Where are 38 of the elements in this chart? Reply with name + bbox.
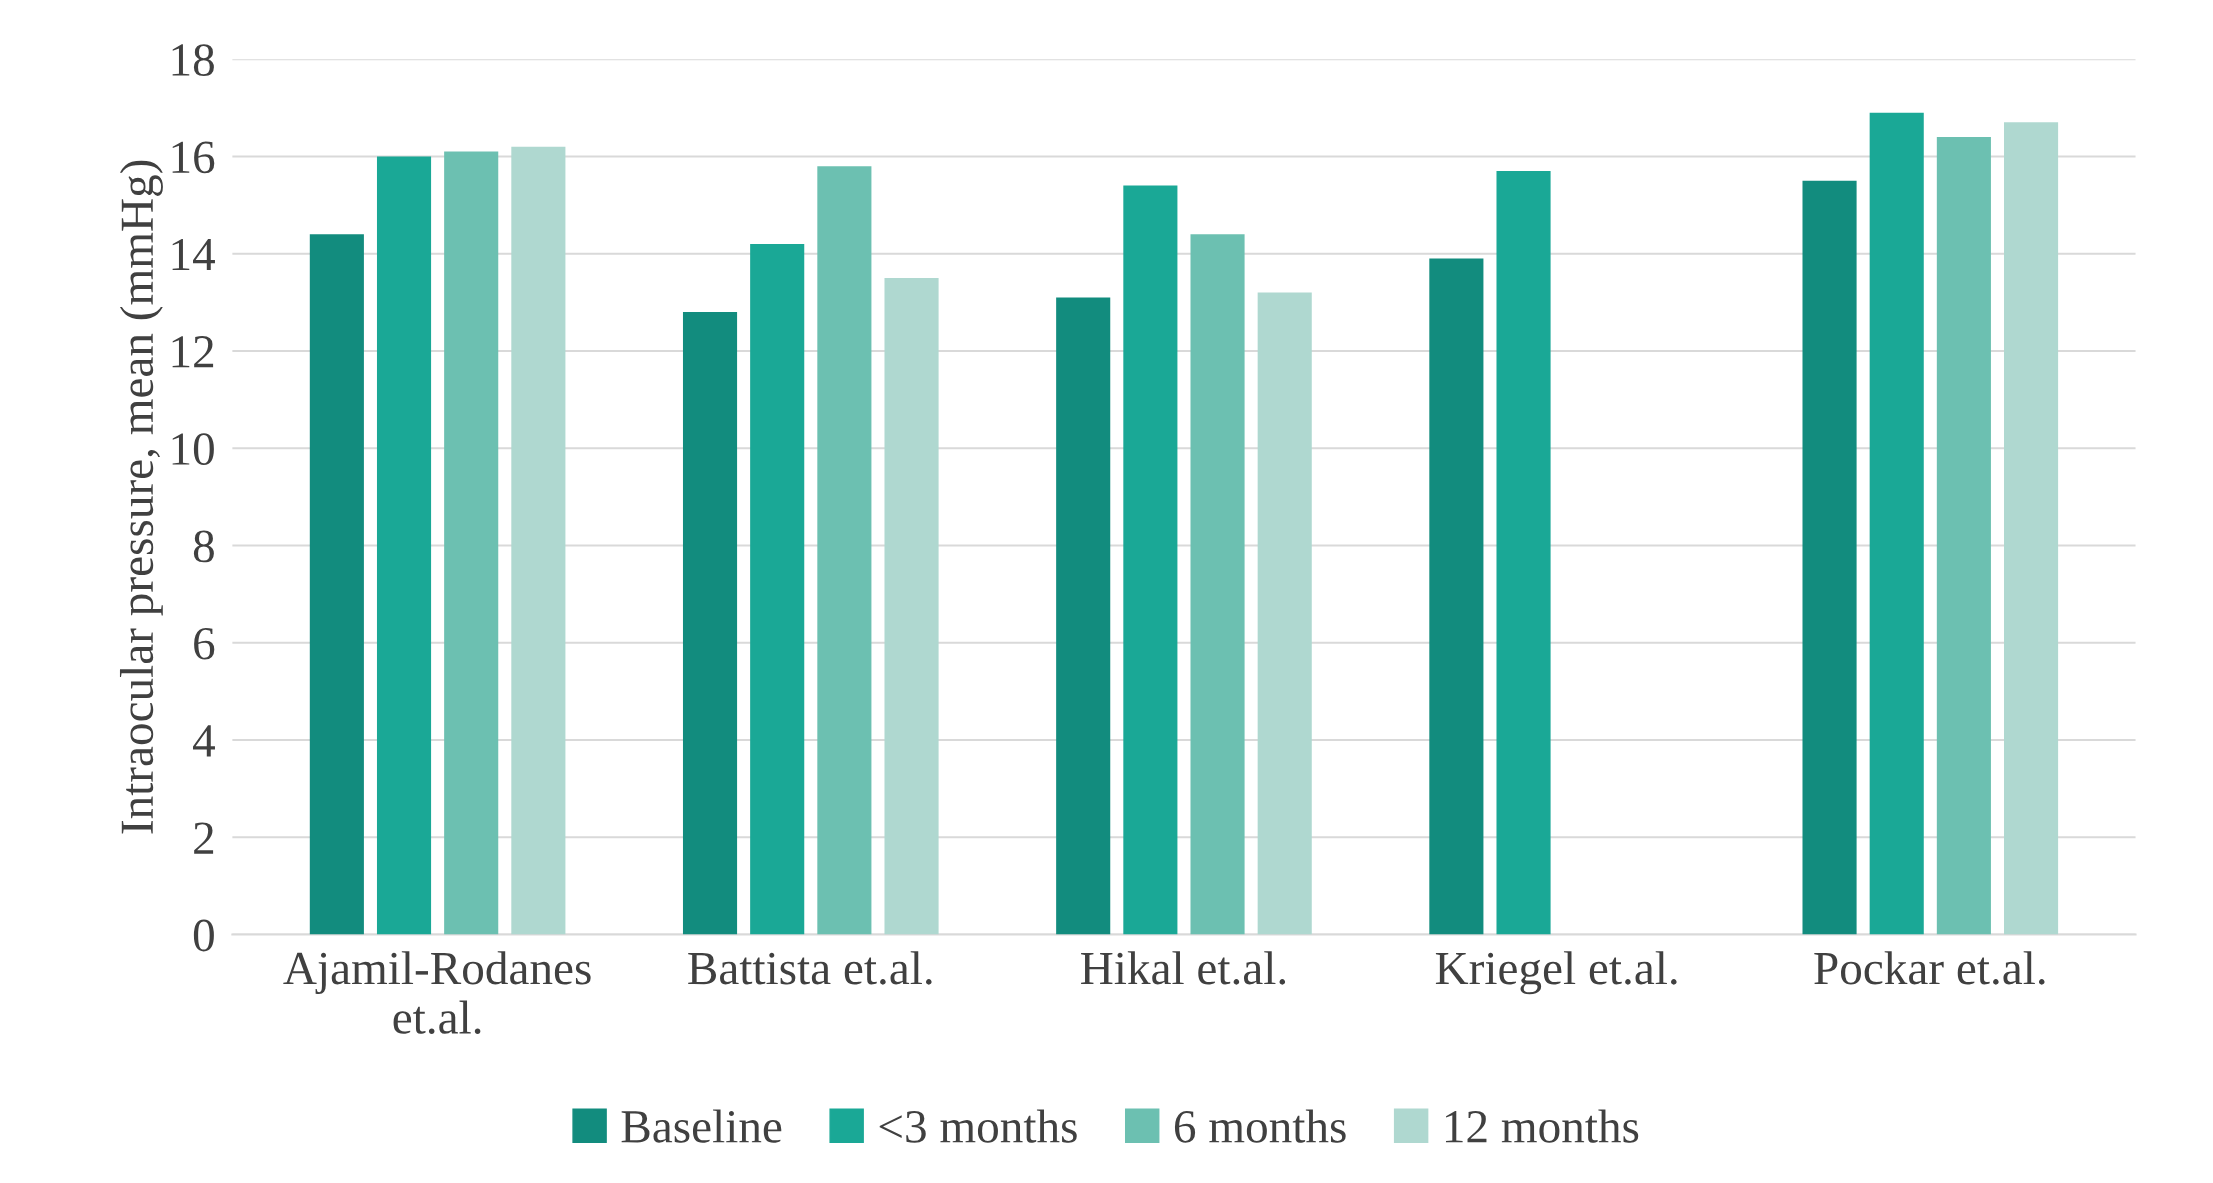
y-tick-label: 2 bbox=[194, 822, 214, 854]
y-tick-label: 10 bbox=[172, 433, 214, 466]
y-tick-label: 4 bbox=[193, 725, 215, 757]
x-tick-label: Hikal et.al. bbox=[1081, 951, 1286, 985]
y-tick-label: 14 bbox=[172, 238, 215, 271]
y-tick-label: 12 bbox=[172, 336, 214, 368]
bar bbox=[750, 243, 805, 935]
bar bbox=[1190, 234, 1245, 935]
bar bbox=[511, 146, 566, 935]
x-tick-label: Pockar et.al. bbox=[1814, 951, 2045, 985]
x-tick-label: Ajamil-Rodanes et.al. bbox=[283, 951, 591, 1035]
y-tick-label: 8 bbox=[193, 530, 214, 563]
bar bbox=[309, 234, 364, 935]
legend-label: <3 months bbox=[879, 1109, 1077, 1143]
y-tick-label: 6 bbox=[194, 627, 215, 660]
bar bbox=[444, 151, 499, 935]
bar bbox=[2004, 122, 2059, 935]
y-tick-label: 0 bbox=[193, 919, 214, 952]
bar bbox=[376, 156, 432, 935]
y-tick-label: 16 bbox=[172, 141, 215, 174]
legend-label: 6 months bbox=[1174, 1109, 1346, 1143]
bar bbox=[884, 278, 939, 935]
bar bbox=[1802, 180, 1857, 935]
bar bbox=[1123, 185, 1178, 935]
x-tick-label: Battista et.al. bbox=[688, 951, 932, 985]
bar bbox=[1869, 112, 1924, 935]
y-tick-label: 18 bbox=[172, 44, 214, 76]
bar bbox=[1056, 297, 1111, 935]
bar bbox=[682, 312, 738, 935]
bar bbox=[817, 166, 872, 935]
legend-label: 12 months bbox=[1445, 1109, 1639, 1143]
bar bbox=[1429, 258, 1484, 935]
legend-label: Baseline bbox=[621, 1109, 782, 1143]
bar bbox=[1496, 171, 1551, 935]
bar bbox=[1936, 136, 1991, 935]
y-axis-title: Intraocular pressure, mean (mmHg) bbox=[119, 160, 163, 834]
x-tick-label: Kriegel et.al. bbox=[1435, 951, 1677, 995]
bar bbox=[1257, 292, 1312, 935]
